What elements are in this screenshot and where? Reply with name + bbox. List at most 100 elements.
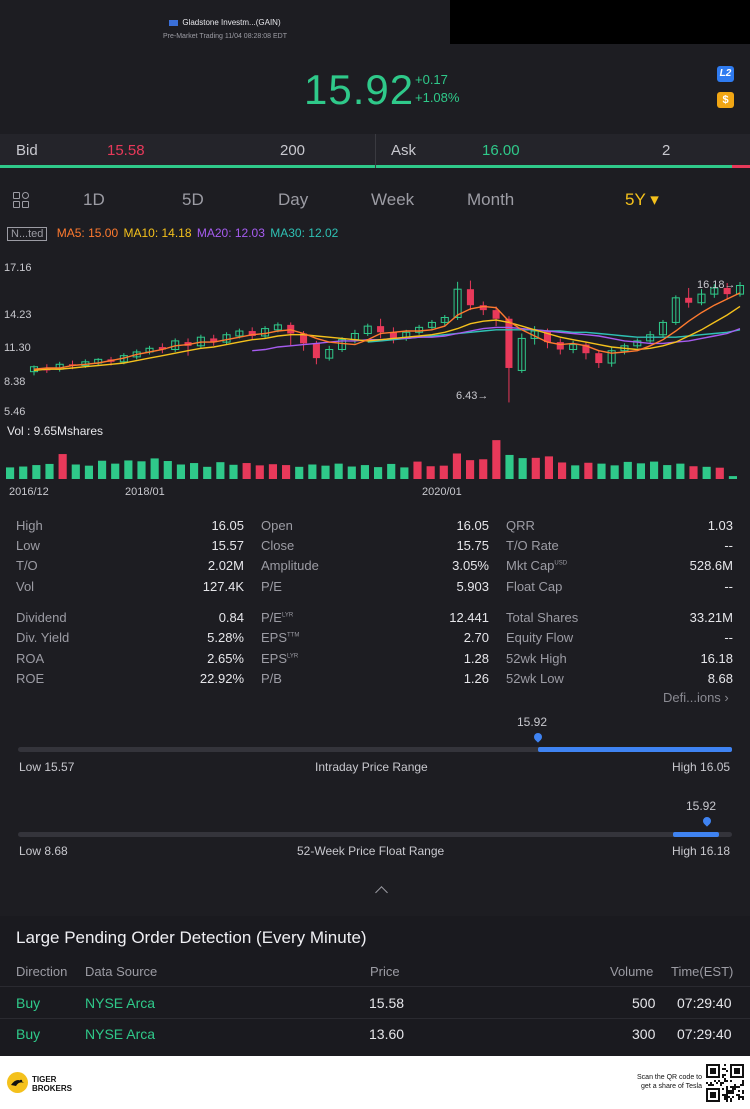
volume-bar xyxy=(242,463,251,479)
bid-size: 200 xyxy=(280,142,306,159)
52week-title: 52-Week Price Float Range xyxy=(297,844,445,858)
stat-value: 0.84 xyxy=(218,610,244,625)
col-time: Time(EST) xyxy=(671,964,734,979)
y-tick-label: 14.23 xyxy=(4,309,32,321)
volume-bar xyxy=(544,456,554,479)
candle-body xyxy=(389,332,397,339)
stat-label: EPSTTM xyxy=(261,630,300,645)
adjust-toggle[interactable]: N...ted xyxy=(7,227,48,241)
candle-body xyxy=(735,285,745,295)
scan-text-2: get a share of Tesla xyxy=(641,1083,702,1090)
volume-bar xyxy=(321,465,330,479)
intraday-low: Low 15.57 xyxy=(19,760,75,774)
pending-order-title: Large Pending Order Detection (Every Min… xyxy=(16,928,367,947)
stat-label: T/O xyxy=(16,558,38,573)
stat-label: Dividend xyxy=(16,610,67,625)
stat-label: Amplitude xyxy=(261,558,319,573)
ma20-value: MA20: 12.03 xyxy=(196,226,265,240)
volume-bar xyxy=(137,461,146,479)
level2-icon[interactable]: L2 xyxy=(717,66,734,82)
52week-low: Low 8.68 xyxy=(19,844,68,858)
candle-body xyxy=(595,353,603,364)
volume-bar xyxy=(124,460,133,479)
volume-label: Vol : 9.65Mshares xyxy=(7,424,104,438)
stat-value: 5.28% xyxy=(207,630,244,645)
stat-label: Div. Yield xyxy=(16,630,70,645)
candle-body xyxy=(158,347,166,350)
stat-label: ROA xyxy=(16,651,45,666)
candle-body xyxy=(723,287,731,295)
price-change: +0.17 xyxy=(415,72,448,87)
volume-bar xyxy=(308,464,317,479)
stat-label: Equity Flow xyxy=(506,630,574,645)
pending-order-panel: Large Pending Order Detection (Every Min… xyxy=(0,916,750,1056)
stat-value: 1.28 xyxy=(463,651,489,666)
qr-code-icon[interactable] xyxy=(706,1064,744,1102)
intraday-fill xyxy=(538,747,732,752)
stat-value: 33.21M xyxy=(689,610,733,625)
order-price: 13.60 xyxy=(369,1026,405,1042)
volume-bar xyxy=(334,463,343,479)
col-price: Price xyxy=(370,964,400,979)
volume-bar xyxy=(374,467,383,479)
order-source: NYSE Arca xyxy=(85,995,156,1011)
stat-value: 22.92% xyxy=(199,671,244,686)
divider xyxy=(0,1018,750,1019)
candle-body xyxy=(325,349,334,359)
52week-current: 15.92 xyxy=(686,799,717,813)
candle-body xyxy=(710,287,719,295)
chart-layout-icon[interactable] xyxy=(13,192,30,209)
candle-body xyxy=(569,344,578,351)
y-tick-label: 11.30 xyxy=(4,342,31,354)
candle-body xyxy=(658,321,668,336)
candle-body xyxy=(607,350,616,364)
order-direction: Buy xyxy=(16,995,41,1011)
order-volume: 300 xyxy=(632,1026,656,1042)
stat-label: Mkt CapUSD xyxy=(506,558,568,573)
tab-5y[interactable]: 5Y ▾ xyxy=(625,190,659,209)
stat-value: 1.03 xyxy=(707,518,733,533)
stat-label: QRR xyxy=(506,518,535,533)
volume-bar xyxy=(6,467,15,479)
stat-value: 16.05 xyxy=(456,518,489,533)
tab-day[interactable]: Day xyxy=(278,190,309,209)
candle-body xyxy=(235,330,244,337)
brand-line2: BROKERS xyxy=(32,1084,73,1093)
definitions-link[interactable]: Defi...ions › xyxy=(663,690,729,705)
candle-body xyxy=(338,339,347,351)
col-direction: Direction xyxy=(16,964,68,979)
y-tick-label: 8.38 xyxy=(4,376,26,388)
intraday-bar xyxy=(18,747,732,752)
tab-month[interactable]: Month xyxy=(467,190,515,209)
tab-5d[interactable]: 5D xyxy=(182,190,204,209)
volume-bar xyxy=(387,463,396,479)
volume-bar xyxy=(58,454,67,479)
us-flag-icon xyxy=(169,20,179,26)
volume-bar xyxy=(216,462,225,479)
stat-label: Close xyxy=(261,538,295,553)
volume-bar xyxy=(255,465,264,479)
volume-bar xyxy=(45,463,54,479)
order-direction: Buy xyxy=(16,1026,41,1042)
volume-bar xyxy=(558,462,567,479)
stat-value: 16.18 xyxy=(700,651,733,666)
tab-week[interactable]: Week xyxy=(371,190,415,209)
volume-bar xyxy=(728,476,738,479)
price-chart[interactable]: 17.16 14.23 11.30 8.38 5.46 Vol : 9.65Ms… xyxy=(0,250,750,505)
tab-1d[interactable]: 1D xyxy=(83,190,105,209)
brand-line1: TIGER xyxy=(32,1075,57,1084)
ask-size: 2 xyxy=(662,142,671,159)
candle-body xyxy=(517,337,526,371)
candle-body xyxy=(582,344,590,354)
dollar-icon[interactable]: $ xyxy=(717,92,734,108)
volume-bar xyxy=(295,466,304,479)
order-time: 07:29:40 xyxy=(677,995,732,1011)
collapse-chevron-icon[interactable] xyxy=(375,886,388,899)
intraday-current: 15.92 xyxy=(517,715,548,729)
tiger-logo-icon xyxy=(7,1072,28,1093)
scan-text-1: Scan the QR code to xyxy=(637,1074,702,1081)
candle-body xyxy=(505,318,513,368)
volume-bar xyxy=(584,462,593,479)
divider xyxy=(0,986,750,987)
volume-bar xyxy=(610,465,619,479)
